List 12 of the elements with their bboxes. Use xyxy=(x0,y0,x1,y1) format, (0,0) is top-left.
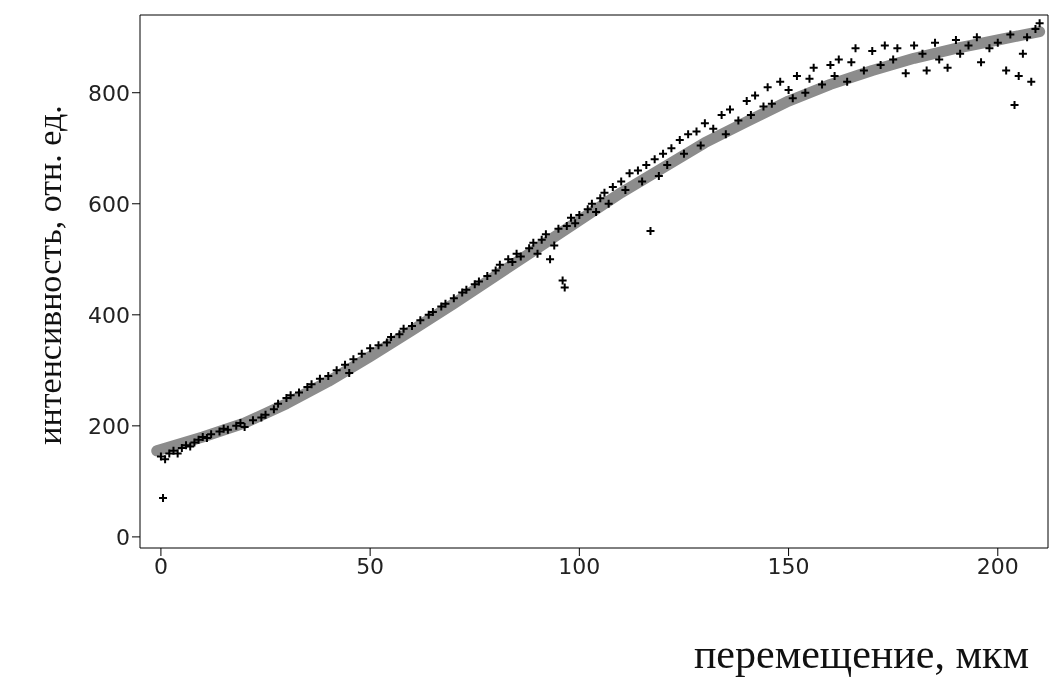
y-tick-label: 800 xyxy=(88,80,130,106)
x-tick-label: 150 xyxy=(767,553,810,579)
y-tick-label: 200 xyxy=(88,413,130,439)
y-axis-title: интенсивность, отн. ед. xyxy=(31,105,69,445)
x-axis-title: перемещение, мкм xyxy=(693,630,1029,678)
x-tick-label: 100 xyxy=(558,553,601,579)
x-tick-label: 50 xyxy=(356,553,385,579)
x-tick-label: 200 xyxy=(976,553,1019,579)
y-tick-label: 0 xyxy=(116,524,130,550)
x-tick-label: 0 xyxy=(153,553,168,579)
y-tick-label: 600 xyxy=(88,191,130,217)
y-tick-label: 400 xyxy=(88,302,130,328)
